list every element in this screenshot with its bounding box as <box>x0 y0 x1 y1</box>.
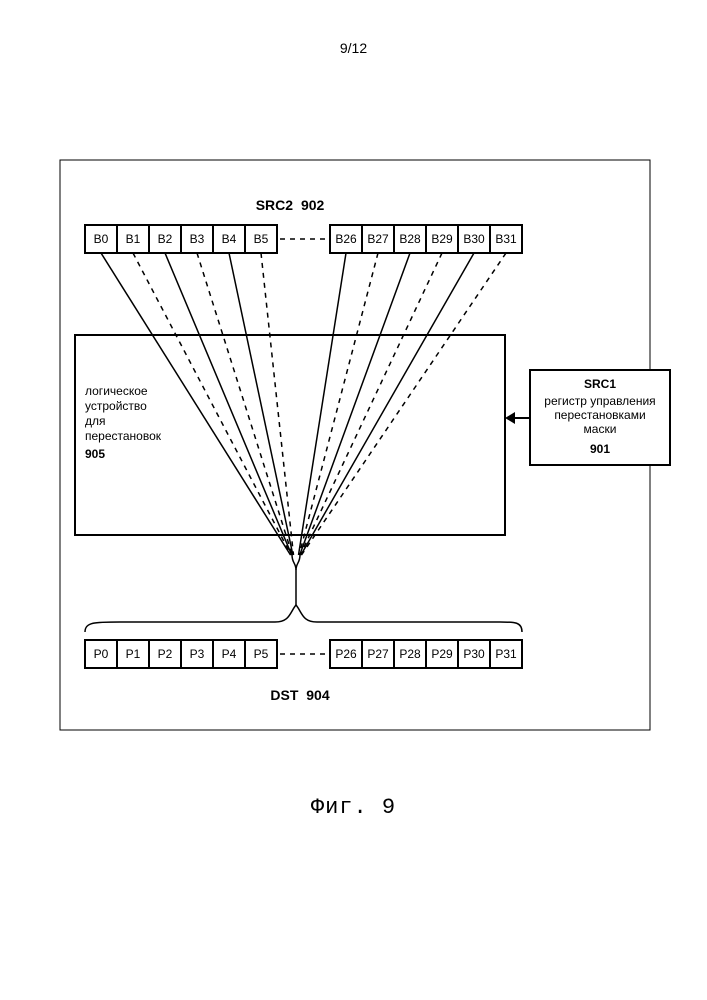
logic-label-l3: для <box>85 414 106 428</box>
dst-cell-label: P5 <box>254 647 269 661</box>
dst-cell-label: P26 <box>335 647 357 661</box>
dst-cell-label: P0 <box>94 647 109 661</box>
src2-cell-label: B30 <box>463 232 485 246</box>
page: 9/12 SRC2 902 B0B1B2B3B4B5 B26B27B28B29B… <box>0 0 707 1000</box>
src1-sub1: регистр управления <box>544 394 655 408</box>
dst-cell: P3 <box>181 640 213 668</box>
dst-cell-label: P4 <box>222 647 237 661</box>
src2-cell: B2 <box>149 225 181 253</box>
dst-cell: P0 <box>85 640 117 668</box>
dst-cell-label: P1 <box>126 647 141 661</box>
src2-right-cells: B26 B27 B28 B29 B30 B31 <box>330 225 522 253</box>
src2-cell: B30 <box>458 225 490 253</box>
src1-number: 901 <box>590 442 610 456</box>
src2-title: SRC2 902 <box>256 197 325 213</box>
src2-cell-label: B4 <box>222 232 237 246</box>
src2-cell-label: B26 <box>335 232 357 246</box>
src2-cell-label: B28 <box>399 232 421 246</box>
dst-right-cells: P26 P27 P28 P29 P30 P31 <box>330 640 522 668</box>
dst-brace <box>85 605 522 632</box>
dst-cell: P31 <box>490 640 522 668</box>
src2-cell-label: B3 <box>190 232 205 246</box>
apex-curve-right <box>296 555 300 570</box>
dst-cell: P5 <box>245 640 277 668</box>
dst-cell: P26 <box>330 640 362 668</box>
dst-cell-label: P2 <box>158 647 173 661</box>
dst-cell: P28 <box>394 640 426 668</box>
dst-cell: P2 <box>149 640 181 668</box>
src2-cell-label: B1 <box>126 232 141 246</box>
src2-left-cells: B0 B1 B2 B3 B4 B5 <box>85 225 277 253</box>
dst-cell: P4 <box>213 640 245 668</box>
src1-title: SRC1 <box>584 377 616 391</box>
src2-cell: B1 <box>117 225 149 253</box>
dst-cell: P30 <box>458 640 490 668</box>
src1-sub3: маски <box>584 422 617 436</box>
dst-left-cells: P0 P1 P2 P3 P4 P5 <box>85 640 277 668</box>
src2-cell: B27 <box>362 225 394 253</box>
src2-cell-label: B5 <box>254 232 269 246</box>
apex-curve-left <box>292 555 296 570</box>
dst-cell-label: P27 <box>367 647 389 661</box>
dst-cell: P1 <box>117 640 149 668</box>
src2-cell: B28 <box>394 225 426 253</box>
src1-arrow-head <box>505 412 515 424</box>
dst-cell-label: P28 <box>399 647 421 661</box>
src2-cell-label: B2 <box>158 232 173 246</box>
dst-cell-label: P3 <box>190 647 205 661</box>
logic-label-l2: устройство <box>85 399 147 413</box>
src2-cell-label: B29 <box>431 232 453 246</box>
src2-cell: B4 <box>213 225 245 253</box>
logic-label-l1: логическое <box>85 384 148 398</box>
logic-label-l4: перестановок <box>85 429 162 443</box>
src2-cell-label: B27 <box>367 232 389 246</box>
src2-cell: B31 <box>490 225 522 253</box>
src2-cell-label: B0 <box>94 232 109 246</box>
src2-cell-label: B31 <box>495 232 517 246</box>
src2-cell: B0 <box>85 225 117 253</box>
figure-caption: Фиг. 9 <box>0 795 707 820</box>
logic-number: 905 <box>85 447 105 461</box>
dst-cell-label: P29 <box>431 647 453 661</box>
dst-cell: P29 <box>426 640 458 668</box>
dst-cell: P27 <box>362 640 394 668</box>
src2-cell: B5 <box>245 225 277 253</box>
dst-cell-label: P31 <box>495 647 517 661</box>
diagram-svg: SRC2 902 B0 B1 B2 B3 B4 B5 B26 B27 B28 B29 B30 B31… <box>0 0 707 1000</box>
dst-cell-label: P30 <box>463 647 485 661</box>
src2-cell: B29 <box>426 225 458 253</box>
src1-sub2: перестановками <box>554 408 645 422</box>
src2-cell: B3 <box>181 225 213 253</box>
src2-cell: B26 <box>330 225 362 253</box>
dst-title: DST 904 <box>270 687 329 703</box>
